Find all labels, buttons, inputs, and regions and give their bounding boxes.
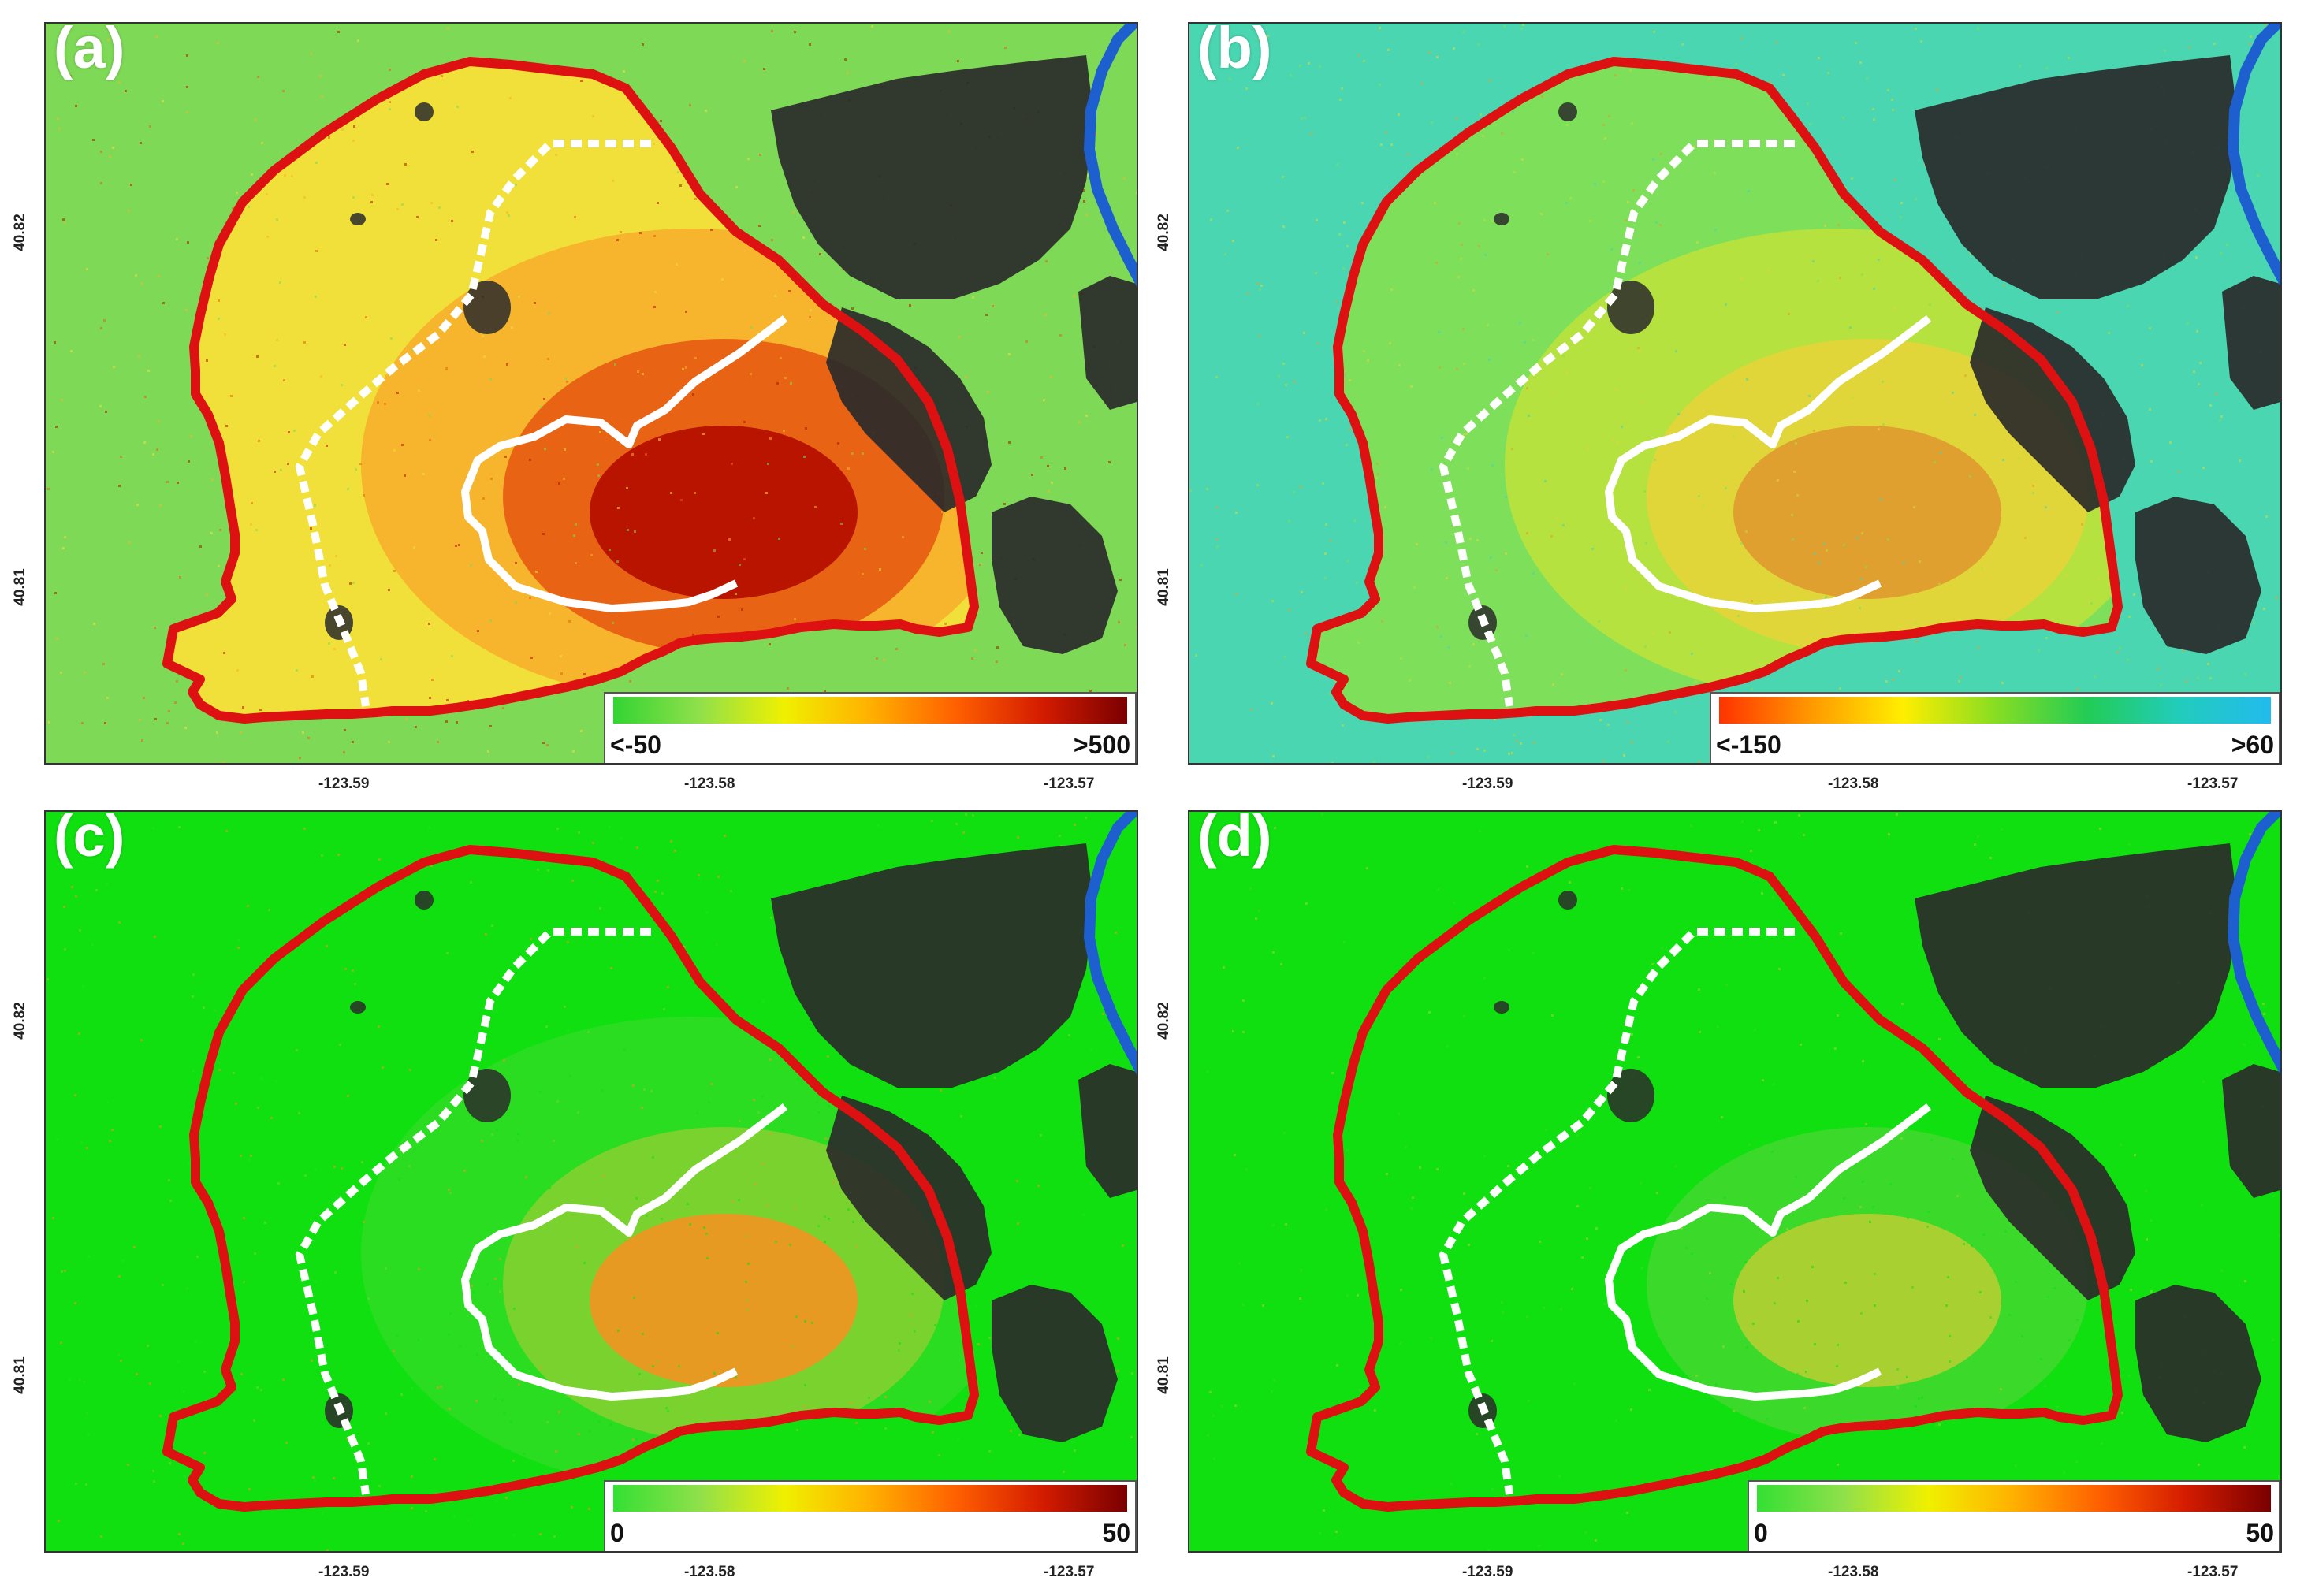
- panel-label-a: (a): [54, 22, 125, 80]
- colorbar-gradient-a: [613, 697, 1127, 724]
- map-frame-a: (a) <-50 >500: [44, 22, 1138, 765]
- colorbar-min-label: 0: [1754, 1519, 1768, 1547]
- colorbar-b: <-150 >60: [1710, 692, 2280, 763]
- colorbar-c: 0 50: [604, 1480, 1137, 1551]
- colorbar-min-label: <-150: [1716, 731, 1781, 759]
- map-image-a: [46, 24, 1137, 763]
- colorbar-gradient-d: [1757, 1485, 2271, 1512]
- lon-label-123-58: -123.58: [684, 1564, 735, 1580]
- colorbar-max-label: >500: [1073, 731, 1130, 759]
- colorbar-min-label: 0: [610, 1519, 624, 1547]
- lat-label-40-82: 40.82: [1155, 1002, 1172, 1040]
- lat-label-40-81: 40.81: [1155, 1356, 1172, 1394]
- map-frame-b: (b) <-150 >60: [1188, 22, 2282, 765]
- lon-label-123-57: -123.57: [2187, 1564, 2239, 1580]
- lon-label-123-59: -123.59: [318, 776, 370, 792]
- lat-label-40-82: 40.82: [11, 1002, 28, 1040]
- lon-label-123-59: -123.59: [1462, 1564, 1513, 1580]
- lat-label-40-81: 40.81: [11, 568, 28, 606]
- lon-label-123-58: -123.58: [684, 776, 735, 792]
- colorbar-gradient-c: [613, 1485, 1127, 1512]
- lat-label-40-82: 40.82: [11, 214, 28, 251]
- map-frame-c: (c) 0 50: [44, 810, 1138, 1553]
- colorbar-d: 0 50: [1748, 1480, 2280, 1551]
- lon-label-123-57: -123.57: [1044, 1564, 1095, 1580]
- lat-label-40-81: 40.81: [1155, 568, 1172, 606]
- map-image-d: [1189, 812, 2280, 1551]
- panel-label-c: (c): [54, 810, 125, 869]
- colorbar-max-label: 50: [1102, 1519, 1130, 1547]
- colorbar-gradient-b: [1719, 697, 2271, 724]
- lon-label-123-59: -123.59: [318, 1564, 370, 1580]
- colorbar-min-label: <-50: [610, 731, 661, 759]
- panel-label-d: (d): [1197, 810, 1272, 869]
- colorbar-max-label: 50: [2246, 1519, 2274, 1547]
- lon-label-123-57: -123.57: [1044, 776, 1095, 792]
- map-image-b: [1189, 24, 2280, 763]
- lon-label-123-57: -123.57: [2187, 776, 2239, 792]
- lon-label-123-58: -123.58: [1828, 776, 1879, 792]
- lat-label-40-81: 40.81: [11, 1356, 28, 1394]
- lat-label-40-82: 40.82: [1155, 214, 1172, 251]
- colorbar-a: <-50 >500: [604, 692, 1137, 763]
- panel-label-b: (b): [1197, 22, 1272, 80]
- lon-label-123-59: -123.59: [1462, 776, 1513, 792]
- map-frame-d: (d) 0 50: [1188, 810, 2282, 1553]
- colorbar-max-label: >60: [2231, 731, 2274, 759]
- lon-label-123-58: -123.58: [1828, 1564, 1879, 1580]
- map-image-c: [46, 812, 1137, 1551]
